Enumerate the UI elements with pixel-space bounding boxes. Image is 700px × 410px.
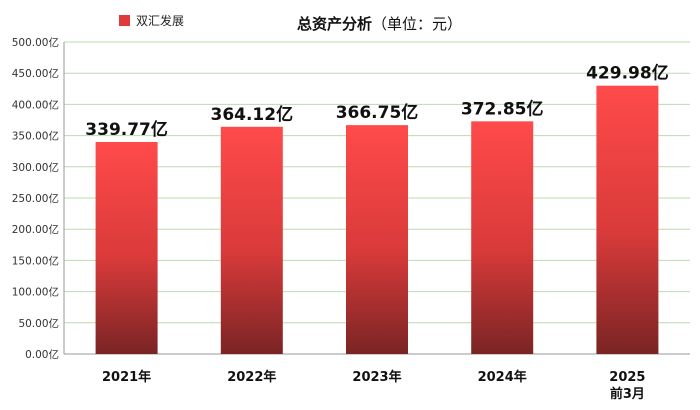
bar: [596, 85, 659, 355]
y-tick-label: 400.00亿: [12, 98, 59, 111]
data-label: 429.98亿: [586, 63, 669, 84]
x-tick-label: 前3月: [610, 386, 645, 402]
data-labels: 339.77亿 364.12亿 366.75亿 372.85亿 429.98亿: [85, 63, 668, 140]
x-tick-label: 2024年: [478, 369, 527, 385]
y-tick-label: 150.00亿: [12, 254, 59, 267]
legend: 双汇发展: [119, 13, 184, 28]
data-label: 364.12亿: [210, 104, 293, 125]
y-tick-label: 50.00亿: [18, 317, 59, 330]
x-tick-label: 2021年: [102, 369, 151, 385]
y-tick-label: 500.00亿: [12, 36, 59, 49]
bar: [346, 125, 408, 354]
legend-label: 双汇发展: [136, 13, 184, 28]
bars: [95, 85, 659, 355]
data-label: 372.85亿: [461, 98, 544, 119]
y-tick-label: 250.00亿: [12, 192, 59, 205]
data-label: 339.77亿: [85, 119, 168, 140]
y-tick-label: 100.00亿: [12, 286, 59, 299]
x-tick-label: 2025: [609, 370, 645, 385]
bar: [95, 141, 158, 354]
chart-title-unit: （单位：元）: [372, 15, 462, 33]
bar: [471, 121, 534, 354]
x-tick-label: 2022年: [227, 369, 276, 385]
chart-title-main: 总资产分析: [297, 15, 372, 33]
y-tick-label: 0.00亿: [25, 348, 59, 361]
x-tick-label: 2023年: [352, 369, 401, 385]
y-tick-label: 450.00亿: [12, 67, 59, 80]
data-label: 366.75亿: [336, 102, 419, 123]
y-tick-label: 350.00亿: [12, 130, 59, 143]
y-tick-label: 200.00亿: [12, 223, 59, 236]
y-tick-label: 300.00亿: [12, 161, 59, 174]
axes: 0.00亿 50.00亿 100.00亿 150.00亿 200.00亿 250.00亿 3…: [12, 36, 690, 361]
legend-swatch: [119, 15, 130, 26]
chart-title: 总资产分析（单位：元）: [297, 15, 462, 33]
bar: [220, 126, 283, 354]
